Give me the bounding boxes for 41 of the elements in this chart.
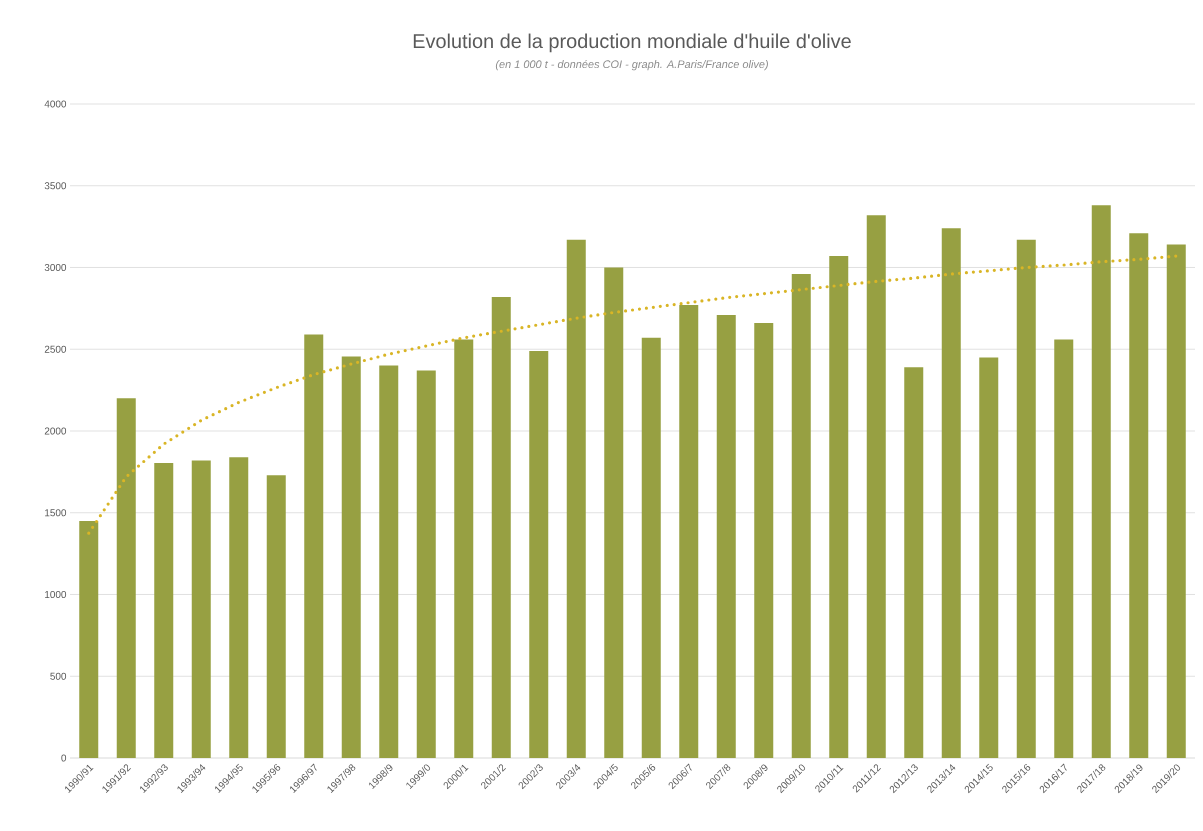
- bar: [1166, 244, 1186, 758]
- y-tick-label: 0: [61, 754, 67, 762]
- bar: [1091, 205, 1111, 758]
- bar: [116, 398, 136, 758]
- y-tick-label: 4000: [44, 100, 67, 108]
- bar: [491, 296, 511, 758]
- y-tick-label: 3500: [44, 182, 67, 190]
- bar: [416, 370, 436, 758]
- y-tick-label: 2000: [44, 427, 67, 435]
- bar: [716, 314, 736, 758]
- bar: [979, 357, 999, 758]
- bar: [829, 256, 849, 758]
- y-tick-label: 3000: [44, 263, 67, 272]
- chart-subtitle: (en 1 000 t - données COI - graph. A.Paris/France olive): [495, 59, 768, 71]
- bar: [866, 215, 886, 758]
- bar: [79, 520, 99, 758]
- bar: [754, 323, 774, 758]
- bar: [679, 305, 699, 758]
- bar: [791, 274, 811, 758]
- y-tick-label: 500: [50, 672, 67, 680]
- bar: [1129, 233, 1149, 758]
- bar: [304, 334, 324, 758]
- bar: [154, 462, 174, 758]
- y-tick-label: 2500: [44, 345, 67, 353]
- bar: [529, 350, 549, 758]
- bar: [191, 460, 211, 758]
- bar: [341, 356, 361, 758]
- bar: [904, 367, 924, 758]
- y-tick-label: 1500: [45, 509, 67, 517]
- bar: [379, 365, 399, 758]
- bar: [941, 228, 961, 758]
- bar: [604, 267, 624, 758]
- bar: [1016, 239, 1036, 758]
- bar: [1054, 339, 1074, 758]
- bar: [566, 239, 586, 758]
- bar: [266, 475, 286, 758]
- chart-title: Evolution de la production mondiale d'huile d'olive: [413, 33, 851, 53]
- bar: [641, 337, 661, 758]
- bar: [454, 339, 474, 758]
- bar: [229, 457, 249, 758]
- y-tick-label: 1000: [45, 590, 67, 599]
